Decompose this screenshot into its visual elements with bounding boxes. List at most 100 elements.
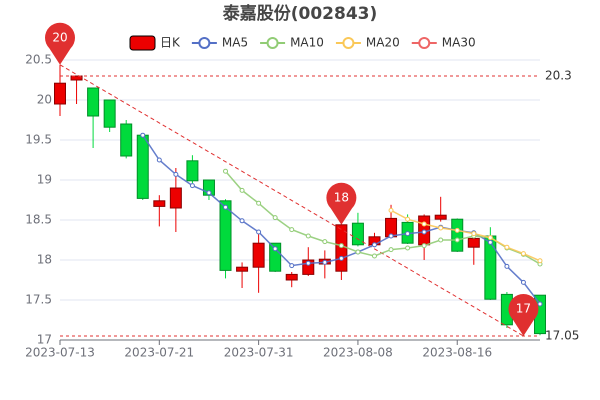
mark-line-label: 17.05 bbox=[545, 329, 579, 343]
legend: 日K MA5 MA10 MA20 MA30 bbox=[129, 35, 476, 51]
y-tick-label: 19.5 bbox=[25, 133, 52, 147]
x-tick-label: 2023-08-16 bbox=[422, 346, 492, 360]
candle-body bbox=[186, 160, 199, 182]
mark-point-pin bbox=[44, 22, 75, 65]
candle-body bbox=[302, 259, 315, 275]
y-tick-label: 20.5 bbox=[25, 53, 52, 67]
ma-point bbox=[388, 207, 394, 213]
candle-body bbox=[219, 200, 232, 271]
ma-point bbox=[272, 246, 278, 252]
legend-icon bbox=[266, 37, 279, 49]
ma-point bbox=[371, 253, 377, 259]
ma-line bbox=[390, 209, 541, 262]
candle-body bbox=[351, 222, 364, 246]
ma-point bbox=[305, 233, 311, 239]
ma-point bbox=[338, 255, 344, 261]
candle-body bbox=[451, 218, 464, 252]
ma-point bbox=[239, 218, 245, 224]
legend-icon bbox=[198, 37, 211, 49]
ma-point bbox=[289, 263, 295, 269]
ma-point bbox=[371, 242, 377, 248]
ma-point bbox=[537, 301, 543, 307]
candle-body bbox=[252, 242, 265, 268]
ma-point bbox=[156, 157, 162, 163]
ma-point bbox=[289, 227, 295, 233]
ma-point bbox=[322, 259, 328, 265]
ma-point bbox=[487, 235, 493, 241]
ma-point bbox=[223, 168, 229, 174]
candle-body bbox=[269, 242, 282, 272]
mark-point-pin bbox=[326, 182, 357, 225]
ma-point bbox=[256, 200, 262, 206]
ma-point bbox=[272, 215, 278, 221]
ma-point bbox=[256, 229, 262, 235]
ma-point bbox=[487, 239, 493, 245]
ma-point bbox=[173, 171, 179, 177]
candle-body bbox=[54, 82, 66, 105]
candle-body bbox=[467, 237, 480, 248]
candle-body bbox=[87, 87, 100, 117]
ma-point bbox=[338, 243, 344, 249]
ma-point bbox=[520, 279, 526, 285]
candle-body bbox=[120, 123, 133, 157]
ma-point bbox=[223, 204, 229, 210]
y-tick-label: 17 bbox=[37, 333, 52, 347]
ma-point bbox=[189, 183, 195, 189]
x-tick-label: 2023-07-31 bbox=[224, 346, 294, 360]
candle-body bbox=[153, 200, 166, 207]
legend-icon bbox=[129, 35, 156, 51]
ma-point bbox=[405, 231, 411, 237]
legend-icon bbox=[342, 37, 355, 49]
y-tick-label: 18 bbox=[37, 253, 52, 267]
candle-body bbox=[484, 235, 497, 300]
ma-point bbox=[520, 251, 526, 257]
ma-point bbox=[405, 245, 411, 251]
mark-point-pin bbox=[508, 293, 539, 336]
mark-point-label: 20 bbox=[52, 30, 67, 44]
ma-point bbox=[438, 225, 444, 231]
candle-body bbox=[434, 214, 447, 220]
y-tick-label: 18.5 bbox=[25, 213, 52, 227]
ma-point bbox=[405, 216, 411, 222]
y-tick-label: 19 bbox=[37, 173, 52, 187]
legend-label: MA20 bbox=[366, 36, 400, 50]
ma-point bbox=[504, 244, 510, 250]
x-tick-label: 2023-07-13 bbox=[25, 346, 95, 360]
legend-label: MA5 bbox=[222, 36, 248, 50]
candle-body bbox=[136, 134, 149, 199]
ma-point bbox=[305, 260, 311, 266]
candle-body bbox=[70, 75, 83, 81]
ma-point bbox=[322, 239, 328, 245]
ma-point bbox=[388, 233, 394, 239]
ma-point bbox=[504, 263, 510, 269]
mark-point-label: 18 bbox=[334, 190, 349, 204]
y-tick-label: 17.5 bbox=[25, 293, 52, 307]
y-tick-label: 20 bbox=[37, 93, 52, 107]
x-tick-label: 2023-08-08 bbox=[323, 346, 393, 360]
candle-body bbox=[236, 266, 249, 272]
legend-label: 日K bbox=[160, 36, 181, 50]
candle-body bbox=[169, 187, 182, 209]
ma-point bbox=[421, 221, 427, 227]
ma-point bbox=[206, 190, 212, 196]
candle-body bbox=[103, 99, 116, 128]
ma-point bbox=[454, 237, 460, 243]
ma-point bbox=[140, 132, 146, 138]
ma-point bbox=[355, 249, 361, 255]
ma-point bbox=[388, 247, 394, 253]
candle-body bbox=[285, 273, 298, 281]
x-tick-label: 2023-07-21 bbox=[124, 346, 194, 360]
legend-label: MA10 bbox=[290, 36, 324, 50]
ma-point bbox=[239, 187, 245, 193]
mark-line-label: 20.3 bbox=[545, 69, 572, 83]
chart-title: 泰嘉股份(002843) bbox=[223, 3, 378, 24]
ma-point bbox=[454, 227, 460, 233]
legend-label: MA30 bbox=[442, 36, 476, 50]
ma-point bbox=[537, 258, 543, 264]
ma-point bbox=[421, 243, 427, 249]
legend-icon bbox=[418, 37, 431, 49]
mark-point-label: 17 bbox=[516, 302, 531, 316]
ma-point bbox=[421, 229, 427, 235]
trend-line bbox=[59, 64, 524, 337]
